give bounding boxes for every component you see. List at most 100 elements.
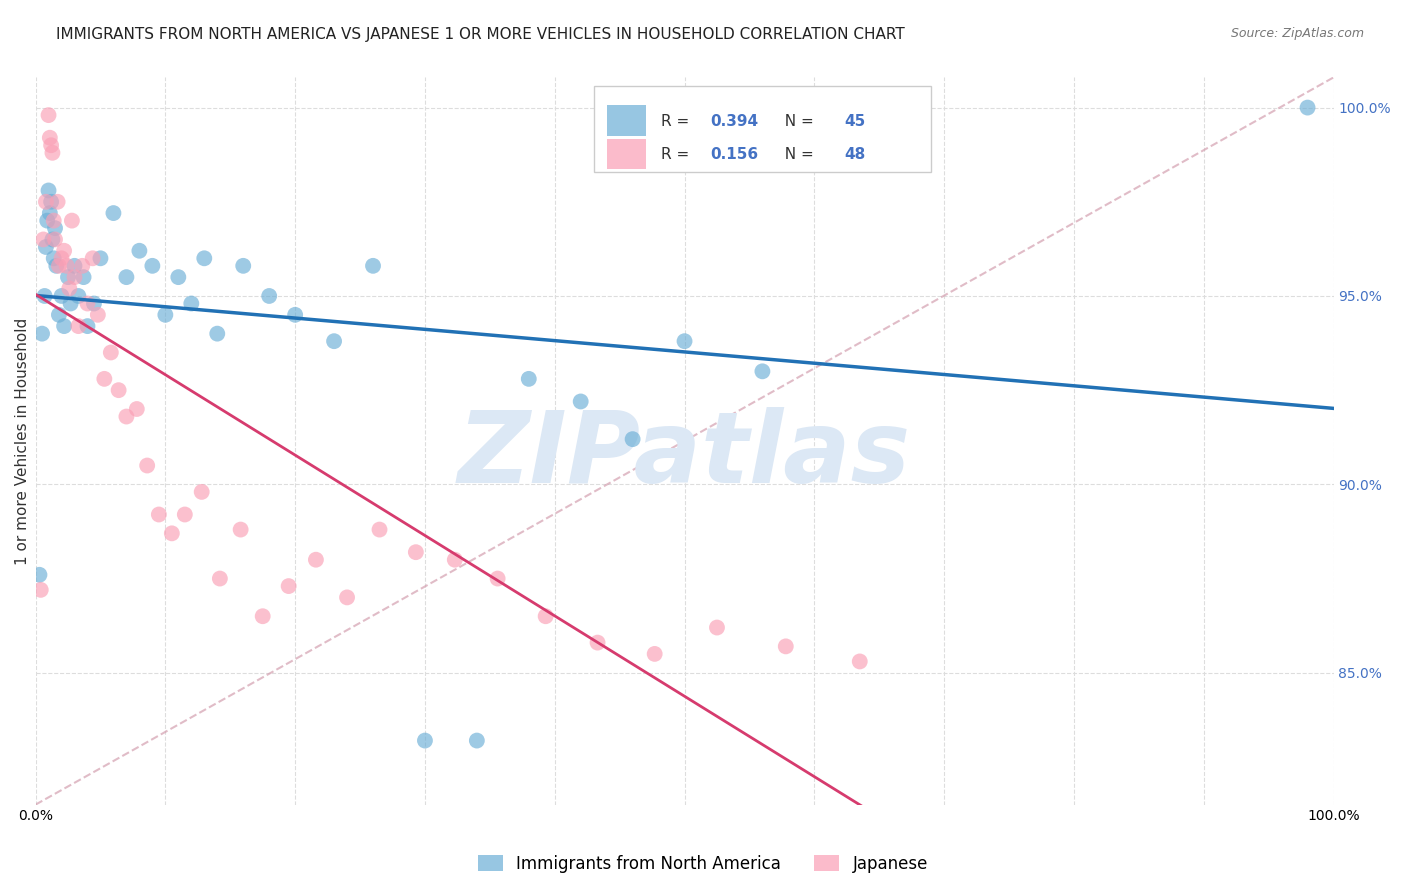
Point: [60, 213, 83, 227]
Point: [35, 240, 58, 254]
Point: [284, 308, 307, 322]
Point: [141, 259, 163, 273]
Bar: [606, 105, 645, 136]
Text: N =: N =: [775, 113, 820, 128]
Point: [517, 372, 540, 386]
Point: [361, 259, 384, 273]
Text: R =: R =: [661, 147, 695, 162]
Point: [38, 206, 60, 220]
Point: [72, 259, 94, 273]
Text: ZIPatlas: ZIPatlas: [458, 407, 911, 504]
Point: [38, 130, 60, 145]
Point: [59, 296, 82, 310]
Point: [32, 232, 55, 246]
Point: [405, 545, 427, 559]
Point: [173, 508, 195, 522]
Point: [257, 289, 280, 303]
Point: [34, 289, 56, 303]
Point: [443, 552, 465, 566]
Point: [586, 635, 609, 649]
Point: [83, 296, 105, 310]
Text: R =: R =: [661, 113, 695, 128]
Point: [193, 252, 215, 266]
Point: [93, 372, 115, 386]
Point: [58, 281, 80, 295]
Point: [82, 252, 104, 266]
Text: 0.156: 0.156: [710, 147, 759, 162]
Point: [46, 194, 69, 209]
Bar: [606, 138, 645, 169]
Point: [72, 270, 94, 285]
Point: [368, 523, 391, 537]
Point: [252, 609, 274, 624]
Point: [229, 523, 252, 537]
Point: [63, 270, 86, 285]
Text: IMMIGRANTS FROM NORTH AMERICA VS JAPANESE 1 OR MORE VEHICLES IN HOUSEHOLD CORREL: IMMIGRANTS FROM NORTH AMERICA VS JAPANES…: [56, 27, 905, 42]
Point: [148, 508, 170, 522]
Point: [775, 640, 797, 654]
Point: [76, 319, 98, 334]
Point: [76, 296, 98, 310]
Point: [644, 647, 666, 661]
Point: [48, 308, 70, 322]
Point: [180, 296, 202, 310]
Point: [706, 621, 728, 635]
Point: [55, 259, 77, 273]
Point: [51, 252, 73, 266]
Text: N =: N =: [775, 147, 820, 162]
Point: [48, 259, 70, 273]
Point: [42, 252, 65, 266]
Point: [465, 733, 488, 747]
Point: [277, 579, 299, 593]
Y-axis label: 1 or more Vehicles in Household: 1 or more Vehicles in Household: [15, 318, 30, 565]
Point: [35, 194, 58, 209]
Point: [232, 259, 254, 273]
Text: Source: ZipAtlas.com: Source: ZipAtlas.com: [1230, 27, 1364, 40]
Point: [38, 184, 60, 198]
Point: [28, 567, 51, 582]
Legend: Immigrants from North America, Japanese: Immigrants from North America, Japanese: [471, 848, 935, 880]
Point: [136, 458, 159, 473]
Point: [53, 244, 76, 258]
Point: [100, 345, 122, 359]
Point: [45, 259, 67, 273]
Point: [336, 591, 359, 605]
Point: [63, 259, 86, 273]
Point: [39, 138, 62, 153]
Point: [56, 270, 79, 285]
Point: [44, 232, 66, 246]
Point: [37, 213, 59, 227]
Point: [848, 655, 870, 669]
Point: [190, 484, 212, 499]
Point: [103, 206, 125, 220]
Point: [413, 733, 436, 747]
Text: 48: 48: [844, 147, 866, 162]
Point: [51, 289, 73, 303]
Point: [42, 213, 65, 227]
Point: [160, 526, 183, 541]
Point: [207, 326, 229, 341]
Point: [323, 334, 346, 348]
Point: [44, 221, 66, 235]
Point: [67, 289, 90, 303]
Point: [41, 145, 63, 160]
Point: [125, 402, 148, 417]
Point: [673, 334, 696, 348]
Point: [115, 409, 138, 424]
Point: [305, 552, 328, 566]
Point: [31, 326, 53, 341]
Text: 45: 45: [844, 113, 866, 128]
Point: [67, 319, 90, 334]
Point: [486, 572, 509, 586]
Point: [751, 364, 773, 378]
Point: [38, 108, 60, 122]
Point: [87, 308, 110, 322]
Point: [155, 308, 177, 322]
FancyBboxPatch shape: [593, 87, 931, 172]
Point: [41, 232, 63, 246]
Point: [208, 572, 231, 586]
Text: 0.394: 0.394: [710, 113, 759, 128]
Point: [39, 194, 62, 209]
Point: [534, 609, 557, 624]
Point: [569, 394, 592, 409]
